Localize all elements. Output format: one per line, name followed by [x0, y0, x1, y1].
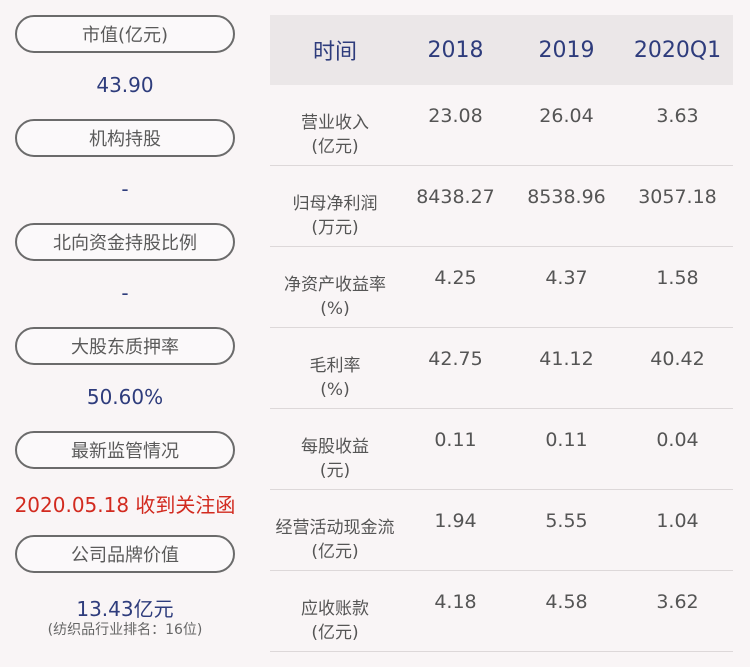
institutional-holding-label: 机构持股	[15, 119, 235, 157]
table-cell: 0.11	[545, 429, 588, 451]
metric-unit: (元)	[319, 460, 351, 481]
market-cap-value: 43.90	[96, 73, 154, 97]
market-cap-label: 市值(亿元)	[15, 15, 235, 53]
table-cell: 4.18	[434, 591, 477, 613]
metric-unit: (万元)	[311, 217, 359, 238]
key-metrics-panel: 市值(亿元) 43.90 机构持股 - 北向资金持股比例 - 大股东质押率 50…	[0, 0, 250, 667]
regulatory-status-value: 2020.05.18 收到关注函	[14, 493, 236, 517]
row-label: 每股收益 (元)	[270, 428, 400, 489]
metric-unit: (亿元)	[311, 541, 359, 562]
column-header: 时间	[312, 40, 357, 65]
row-label: 应收账款 (亿元)	[270, 590, 400, 651]
table-cell: 4.58	[545, 591, 588, 613]
table-cell: 1.58	[656, 267, 699, 289]
pledge-ratio-label: 大股东质押率	[15, 327, 235, 365]
row-label: 经营活动现金流 (亿元)	[270, 509, 400, 570]
brand-value-value: 13.43亿元	[76, 597, 174, 621]
brand-value-label: 公司品牌价值	[15, 535, 235, 573]
table-cell: 26.04	[539, 105, 594, 127]
metric-unit: (%)	[320, 298, 350, 319]
metric-name: 营业收入	[301, 112, 369, 133]
column-header: 2019	[538, 37, 595, 63]
metric-name: 毛利率	[309, 355, 361, 376]
table-cell: 40.42	[650, 348, 705, 370]
table-cell: 0.11	[434, 429, 477, 451]
metric-name: 每股收益	[301, 436, 369, 457]
row-label: 毛利率 (%)	[270, 347, 400, 408]
table-cell: 3.62	[656, 591, 699, 613]
table-row: 应收账款 (亿元) 4.18 4.58 3.62	[270, 571, 733, 652]
northbound-holding-label: 北向资金持股比例	[15, 223, 235, 261]
table-cell: 4.37	[545, 267, 588, 289]
table-cell: 1.94	[434, 510, 477, 532]
table-cell: 8538.96	[527, 186, 606, 208]
table-cell: 8438.27	[416, 186, 495, 208]
metric-name: 净资产收益率	[284, 274, 386, 295]
metric-unit: (亿元)	[311, 136, 359, 157]
table-header: 时间 2018 2019 2020Q1	[270, 15, 733, 85]
metric-unit: (%)	[320, 379, 350, 400]
table-cell: 1.04	[656, 510, 699, 532]
row-label: 归母净利润 (万元)	[270, 185, 400, 246]
column-header: 2020Q1	[633, 37, 722, 63]
column-header: 2018	[427, 37, 484, 63]
regulatory-status-label: 最新监管情况	[15, 431, 235, 469]
row-label: 净资产收益率 (%)	[270, 266, 400, 327]
table-row: 每股收益 (元) 0.11 0.11 0.04	[270, 409, 733, 490]
table-cell: 0.04	[656, 429, 699, 451]
metric-name: 归母净利润	[292, 193, 378, 214]
financial-table: 时间 2018 2019 2020Q1 营业收入 (亿元) 23.08 26.0…	[270, 15, 733, 652]
metric-name: 经营活动现金流	[275, 517, 395, 538]
table-cell: 4.25	[434, 267, 477, 289]
row-label: 营业收入 (亿元)	[270, 104, 400, 165]
brand-rank-note: (纺织品行业排名：16位)	[47, 622, 203, 638]
table-row: 净资产收益率 (%) 4.25 4.37 1.58	[270, 247, 733, 328]
table-cell: 41.12	[539, 348, 594, 370]
table-cell: 3057.18	[638, 186, 717, 208]
table-cell: 42.75	[428, 348, 483, 370]
metric-unit: (亿元)	[311, 622, 359, 643]
table-cell: 3.63	[656, 105, 699, 127]
table-row: 经营活动现金流 (亿元) 1.94 5.55 1.04	[270, 490, 733, 571]
table-row: 毛利率 (%) 42.75 41.12 40.42	[270, 328, 733, 409]
table-cell: 5.55	[545, 510, 588, 532]
northbound-holding-value: -	[121, 281, 129, 305]
table-row: 归母净利润 (万元) 8438.27 8538.96 3057.18	[270, 166, 733, 247]
table-row: 营业收入 (亿元) 23.08 26.04 3.63	[270, 85, 733, 166]
table-cell: 23.08	[428, 105, 483, 127]
pledge-ratio-value: 50.60%	[86, 385, 164, 409]
institutional-holding-value: -	[121, 177, 129, 201]
metric-name: 应收账款	[301, 598, 369, 619]
